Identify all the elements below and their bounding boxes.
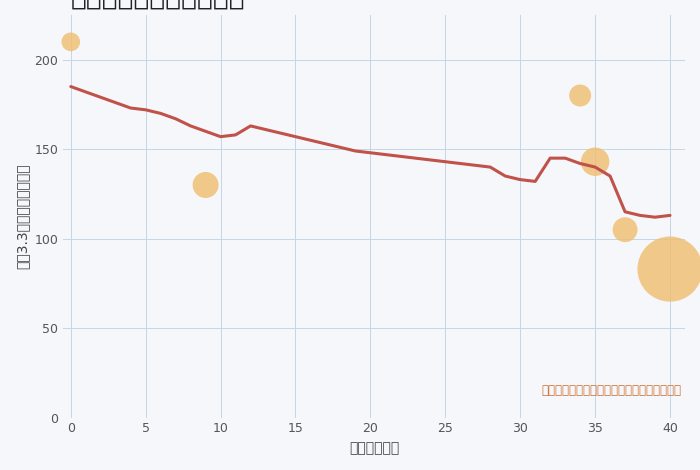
Point [575, 92, 586, 99]
Point [65, 38, 76, 46]
Y-axis label: 坪（3.3㎡）単価（万円）: 坪（3.3㎡）単価（万円） [15, 164, 29, 269]
Text: 円の大きさは、取引のあった物件面積を示す: 円の大きさは、取引のあった物件面積を示す [542, 384, 682, 398]
Point [589, 158, 601, 165]
Point [200, 181, 211, 189]
Text: 築年数別中古戸建て価格: 築年数別中古戸建て価格 [70, 0, 245, 10]
Point [620, 226, 631, 234]
Point [664, 265, 676, 273]
X-axis label: 築年数（年）: 築年数（年） [349, 441, 399, 455]
